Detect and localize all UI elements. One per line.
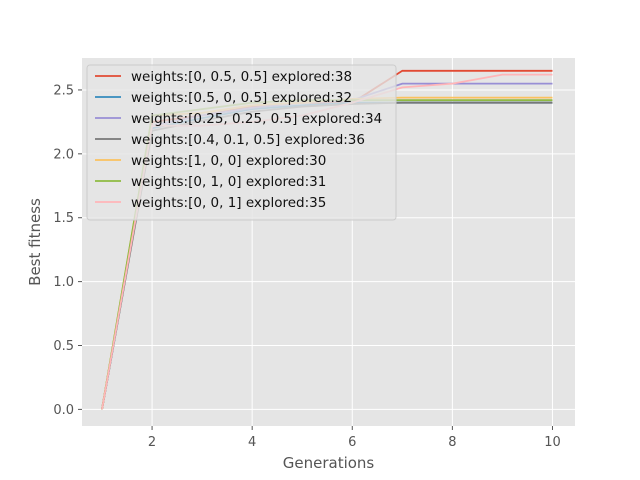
x-tick-label: 4 <box>248 435 256 450</box>
legend-label: weights:[1, 0, 0] explored:30 <box>131 153 326 169</box>
y-axis-label: Best fitness <box>26 198 44 286</box>
x-tick-label: 8 <box>448 435 456 450</box>
legend-box <box>86 64 397 221</box>
y-tick-label: 1.5 <box>53 211 74 226</box>
y-tick-label: 0.0 <box>53 403 74 418</box>
axis-ticks: 2 4 6 8 10 0.0 0.5 1.0 1.5 2.0 2.5 <box>53 83 560 450</box>
legend: weights:[0, 0.5, 0.5] explored:38 weights… <box>86 64 397 221</box>
x-tick-label: 2 <box>148 435 156 450</box>
legend-label: weights:[0, 0, 1] explored:35 <box>131 195 326 211</box>
legend-label: weights:[0.4, 0.1, 0.5] explored:36 <box>131 132 365 148</box>
x-tick-label: 10 <box>544 435 561 450</box>
y-tick-label: 2.5 <box>53 83 74 98</box>
y-tick-label: 0.5 <box>53 339 74 354</box>
y-tick-label: 1.0 <box>53 275 74 290</box>
legend-label: weights:[0, 0.5, 0.5] explored:38 <box>131 69 352 85</box>
legend-label: weights:[0, 1, 0] explored:31 <box>131 174 326 190</box>
x-tick-label: 6 <box>348 435 356 450</box>
legend-label: weights:[0.25, 0.25, 0.5] explored:34 <box>131 111 382 127</box>
x-axis-label: Generations <box>283 454 375 472</box>
legend-label: weights:[0.5, 0, 0.5] explored:32 <box>131 90 352 106</box>
y-tick-label: 2.0 <box>53 147 74 162</box>
